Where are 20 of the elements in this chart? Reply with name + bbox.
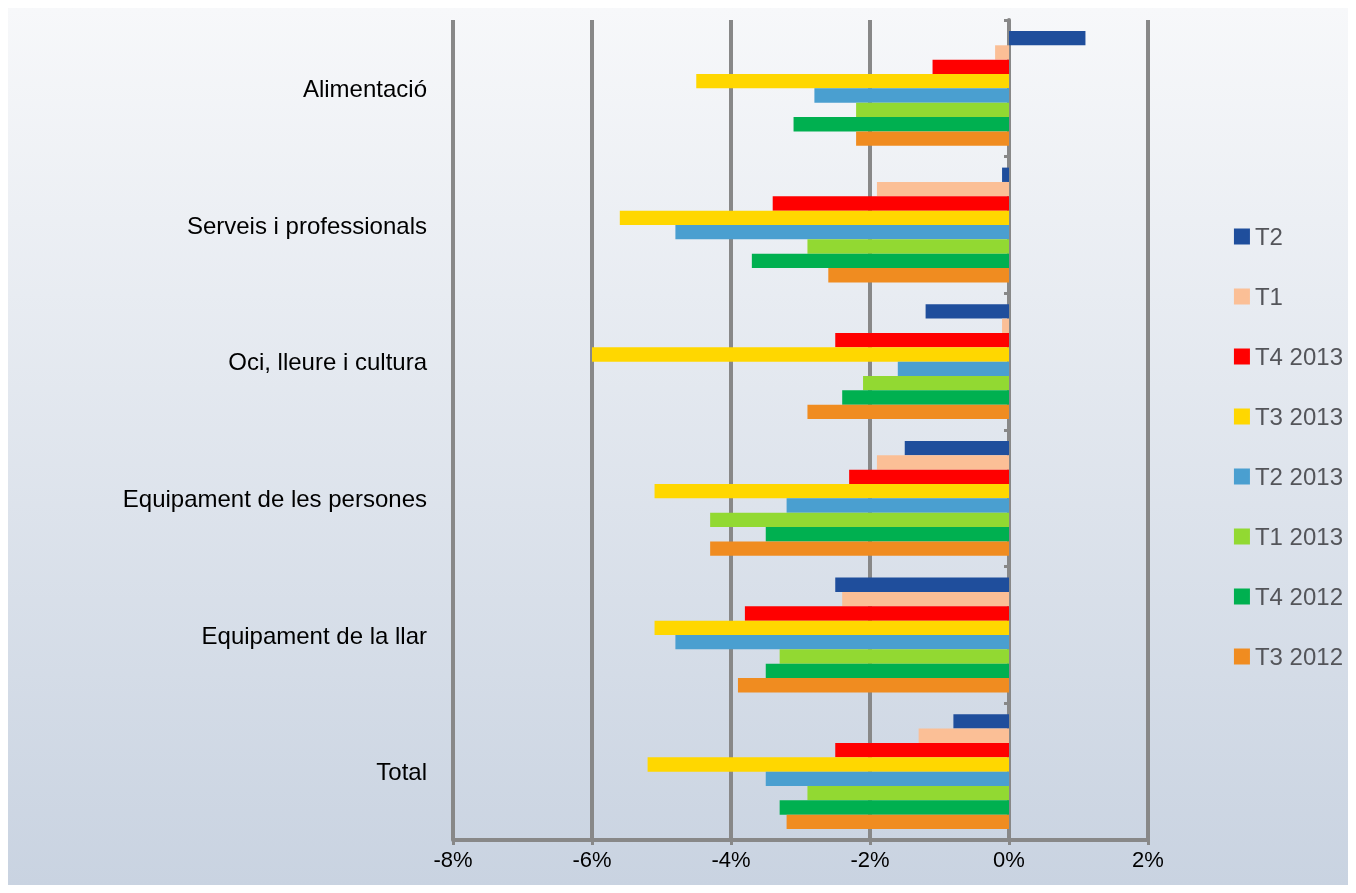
y-tick-label: Oci, lleure i cultura — [228, 348, 428, 376]
y-tick-label: Serveis i professionals — [186, 211, 427, 239]
legend-label: T2 — [1254, 223, 1283, 250]
legend-label: T4 2012 — [1254, 583, 1344, 610]
x-tick-label: 2% — [1132, 846, 1164, 872]
x-tick-label: -4% — [711, 846, 751, 872]
y-tick-label: Equipament de les persones — [122, 484, 427, 512]
y-tick-label: Equipament de la llar — [201, 621, 428, 649]
legend-label: T3 2013 — [1254, 403, 1344, 430]
legend-label: T1 2013 — [1254, 523, 1344, 550]
x-tick-label: -6% — [572, 846, 612, 872]
x-tick-label: -8% — [433, 846, 473, 872]
legend-label: T2 2013 — [1254, 463, 1344, 490]
legend-label: T3 2012 — [1254, 643, 1344, 670]
x-tick-label: -2% — [850, 846, 890, 872]
y-tick-label: Alimentació — [302, 74, 427, 102]
y-tick-label: Total — [376, 758, 427, 786]
legend-label: T1 — [1254, 283, 1283, 310]
x-tick-label: 0% — [993, 846, 1025, 872]
legend-label: T4 2013 — [1254, 343, 1344, 370]
